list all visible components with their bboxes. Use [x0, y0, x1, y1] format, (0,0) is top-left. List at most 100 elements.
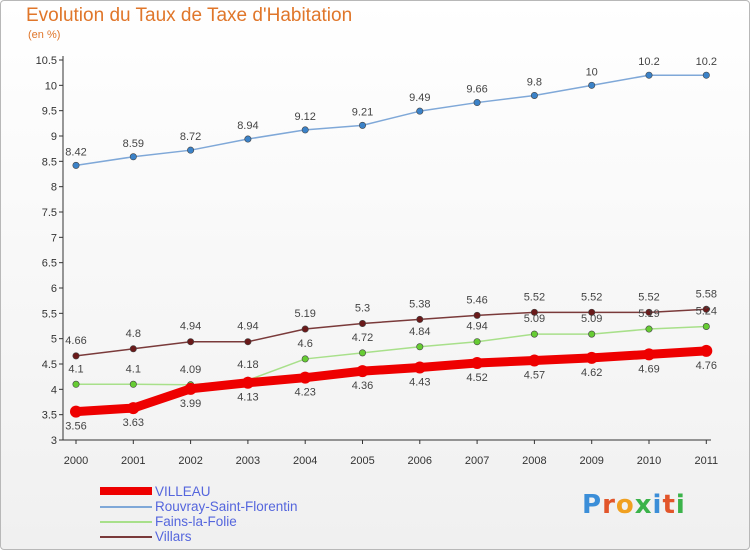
y-tick-label: 8 [51, 182, 57, 194]
proxiti-logo: Proxiti [582, 490, 686, 520]
data-label-villeau: 4.69 [638, 363, 659, 375]
x-tick-label: 2001 [121, 455, 145, 467]
x-tick-label: 2000 [64, 455, 88, 467]
legend-swatch-villars [100, 536, 152, 538]
data-label-fains-la-folie: 4.18 [237, 359, 258, 371]
data-point-fains-la-folie [301, 355, 309, 363]
data-label-rouvray-saint-florentin: 9.49 [409, 92, 430, 104]
data-point-villars [645, 308, 653, 316]
logo-letter: i [675, 490, 686, 520]
data-point-villeau [241, 376, 254, 389]
data-label-villeau: 4.23 [294, 387, 315, 399]
data-point-rouvray-saint-florentin [416, 107, 424, 115]
data-label-rouvray-saint-florentin: 8.59 [123, 138, 144, 150]
data-point-villars [358, 319, 366, 327]
x-tick-label: 2008 [522, 455, 546, 467]
data-point-villeau [471, 356, 484, 369]
data-point-villeau [585, 351, 598, 364]
y-tick-label: 4.5 [42, 359, 57, 371]
data-label-fains-la-folie: 4.1 [68, 363, 83, 375]
series-line-villeau [71, 346, 711, 417]
data-point-rouvray-saint-florentin [244, 135, 252, 143]
data-label-fains-la-folie: 4.84 [409, 326, 430, 338]
data-label-villars: 5.52 [524, 291, 545, 303]
data-point-villeau [356, 365, 369, 378]
data-point-rouvray-saint-florentin [473, 99, 481, 107]
data-point-fains-la-folie [645, 325, 653, 333]
data-label-villars: 5.3 [355, 302, 370, 314]
legend-label-rouvray: Rouvray-Saint-Florentin [155, 499, 298, 514]
y-tick-label: 7.5 [42, 207, 57, 219]
logo-letter: o [615, 490, 635, 520]
data-label-rouvray-saint-florentin: 8.94 [237, 120, 258, 132]
data-point-villeau [528, 354, 541, 367]
logo-letter: x [634, 490, 653, 520]
x-tick-label: 2011 [694, 455, 718, 467]
data-label-fains-la-folie: 4.94 [466, 321, 487, 333]
series-line-rouvray-saint-florentin [75, 74, 708, 167]
y-tick-label: 9.5 [42, 106, 57, 118]
data-label-fains-la-folie: 5.09 [524, 313, 545, 325]
x-tick-label: 2003 [236, 455, 260, 467]
data-label-villeau: 4.52 [466, 372, 487, 384]
data-point-villars [129, 345, 137, 353]
legend-swatch-fains [100, 521, 152, 523]
x-tick-label: 2010 [637, 455, 661, 467]
data-label-rouvray-saint-florentin: 9.21 [352, 106, 373, 118]
data-point-rouvray-saint-florentin [645, 71, 653, 79]
data-point-villeau [127, 402, 140, 415]
x-tick-label: 2002 [178, 455, 202, 467]
logo-letter: P [582, 490, 603, 520]
data-label-villars: 4.66 [65, 335, 86, 347]
data-label-fains-la-folie: 4.1 [126, 363, 141, 375]
data-label-villars: 4.8 [126, 328, 141, 340]
legend-swatch-villeau [100, 487, 152, 495]
data-point-fains-la-folie [72, 380, 80, 388]
data-label-villars: 5.52 [581, 291, 602, 303]
y-tick-label: 5 [51, 334, 57, 346]
data-point-rouvray-saint-florentin [187, 146, 195, 154]
logo-letter: t [662, 490, 676, 520]
data-label-fains-la-folie: 4.72 [352, 332, 373, 344]
y-tick-label: 9 [51, 131, 57, 143]
y-tick-label: 6.5 [42, 258, 57, 270]
data-point-rouvray-saint-florentin [72, 161, 80, 169]
data-point-villeau [70, 405, 82, 418]
y-tick-label: 8.5 [42, 156, 57, 168]
data-label-villeau: 4.36 [352, 380, 373, 392]
logo-letter: i [652, 490, 663, 520]
data-point-villars [301, 325, 309, 333]
data-label-villars: 5.46 [466, 294, 487, 306]
data-label-villars: 4.94 [180, 321, 201, 333]
data-label-villeau: 4.13 [237, 392, 258, 404]
data-label-rouvray-saint-florentin: 9.66 [466, 84, 487, 96]
x-tick-label: 2009 [579, 455, 603, 467]
data-point-villeau [413, 361, 426, 374]
data-label-villeau: 3.99 [180, 398, 201, 410]
data-point-rouvray-saint-florentin [358, 121, 366, 129]
y-tick-label: 3 [51, 435, 57, 447]
y-tick-label: 6 [51, 283, 57, 295]
x-tick-label: 2004 [293, 455, 317, 467]
data-point-fains-la-folie [530, 330, 538, 338]
data-label-rouvray-saint-florentin: 9.12 [294, 111, 315, 123]
data-label-villeau: 4.57 [524, 369, 545, 381]
data-label-villars: 5.19 [294, 308, 315, 320]
data-label-villeau: 3.63 [123, 417, 144, 429]
data-label-villars: 5.52 [638, 291, 659, 303]
data-label-rouvray-saint-florentin: 10.2 [638, 56, 659, 68]
data-label-villars: 5.38 [409, 298, 430, 310]
data-point-villars [187, 338, 195, 346]
data-label-fains-la-folie: 4.09 [180, 364, 201, 376]
data-label-fains-la-folie: 5.09 [581, 313, 602, 325]
data-label-rouvray-saint-florentin: 9.8 [527, 76, 542, 88]
y-tick-label: 10.5 [36, 55, 57, 67]
chart-subtitle: (en %) [28, 29, 61, 41]
data-point-villars [416, 315, 424, 323]
data-point-villeau [700, 344, 713, 357]
data-label-fains-la-folie: 4.6 [298, 338, 313, 350]
data-point-rouvray-saint-florentin [588, 81, 596, 89]
y-tick-label: 4 [51, 384, 57, 396]
